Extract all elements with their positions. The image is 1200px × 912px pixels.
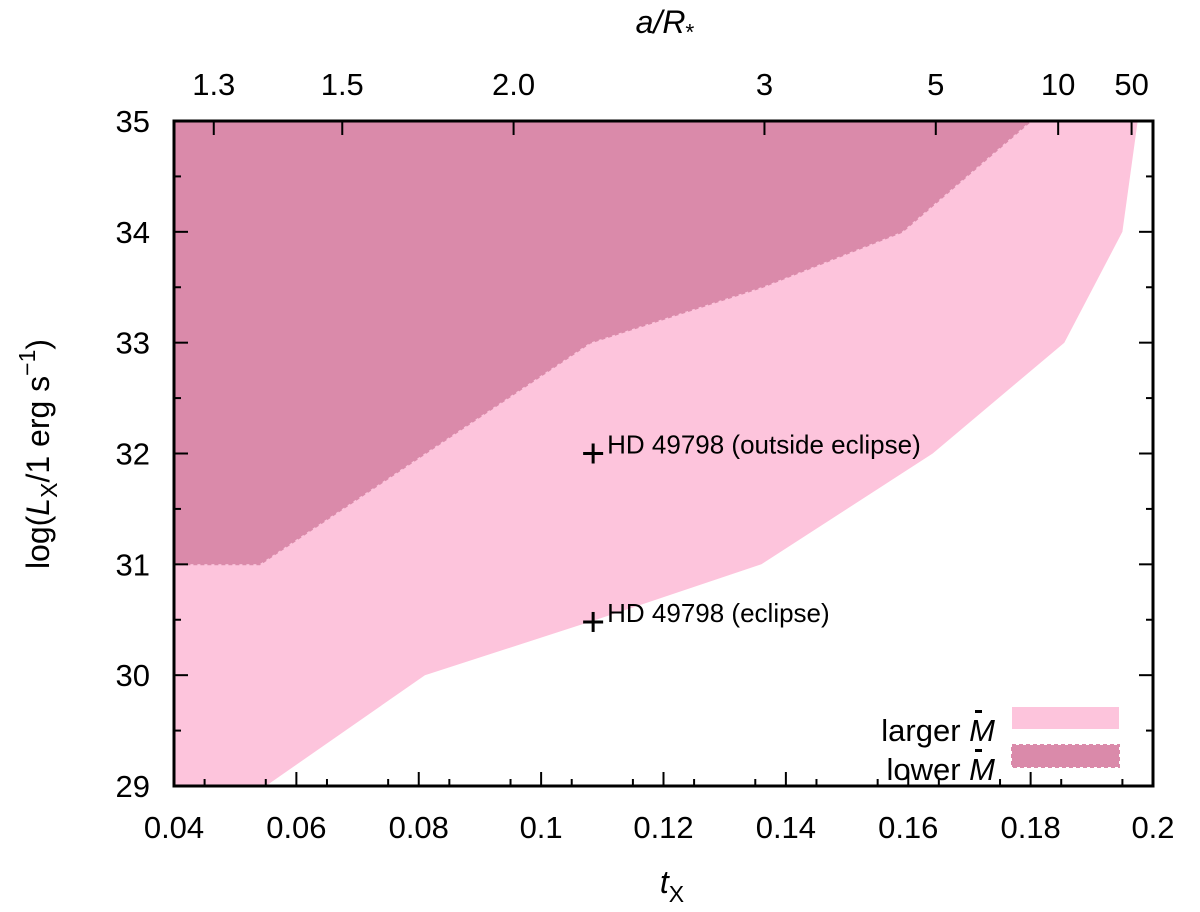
y-tick-label: 33: [116, 326, 150, 361]
x-tick-label: 0.06: [266, 810, 326, 845]
x-tick-label: 0.12: [633, 810, 693, 845]
legend: larger M lower M: [881, 707, 1120, 787]
y-axis-title: log(LX/1 erg s−1): [14, 339, 62, 569]
x-tick-label: 0.2: [1131, 810, 1174, 845]
x-tick-labels: 0.04 0.06 0.08 0.1 0.12 0.14 0.16 0.18 0.2: [144, 810, 1175, 845]
top-tick-label: 3: [756, 67, 773, 102]
y-tick-label: 35: [116, 104, 150, 139]
x-axis-title: tX: [660, 864, 684, 907]
top-tick-label: 10: [1041, 67, 1075, 102]
y-tick-label: 31: [116, 547, 150, 582]
top-tick-labels: 1.3 1.5 2.0 3 5 10 50: [192, 67, 1149, 102]
top-tick-label: 5: [927, 67, 944, 102]
legend-label-larger: larger M: [881, 713, 995, 748]
x-tick-label: 0.1: [520, 810, 563, 845]
y-tick-label: 29: [116, 769, 150, 804]
top-tick-label: 50: [1114, 67, 1148, 102]
region-larger-mdot: [174, 121, 1138, 786]
top-tick-label: 2.0: [492, 67, 535, 102]
x-tick-label: 0.04: [144, 810, 204, 845]
x-tick-label: 0.14: [756, 810, 816, 845]
x-tick-label: 0.16: [878, 810, 938, 845]
legend-dot-larger: [975, 710, 982, 713]
axis-ticks: [173, 120, 1154, 787]
x-tick-label: 0.18: [1000, 810, 1060, 845]
legend-swatch-larger: [1012, 707, 1119, 729]
top-tick-label: 1.3: [192, 67, 235, 102]
point-annotation: HD 49798 (eclipse): [607, 598, 830, 628]
y-tick-labels: 29 30 31 32 33 34 35: [116, 104, 150, 804]
point-annotation: HD 49798 (outside eclipse): [607, 430, 921, 460]
data-points: HD 49798 (outside eclipse) HD 49798 (ecli…: [583, 430, 921, 632]
y-tick-label: 34: [116, 215, 150, 250]
legend-label-lower: lower M: [886, 752, 995, 787]
top-tick-label: 1.5: [321, 67, 364, 102]
top-axis-title: a/R*: [636, 4, 695, 45]
y-tick-label: 32: [116, 437, 150, 472]
legend-dot-lower: [975, 749, 982, 752]
x-tick-label: 0.08: [389, 810, 449, 845]
y-tick-label: 30: [116, 658, 150, 693]
legend-swatch-lower: [1011, 744, 1120, 768]
